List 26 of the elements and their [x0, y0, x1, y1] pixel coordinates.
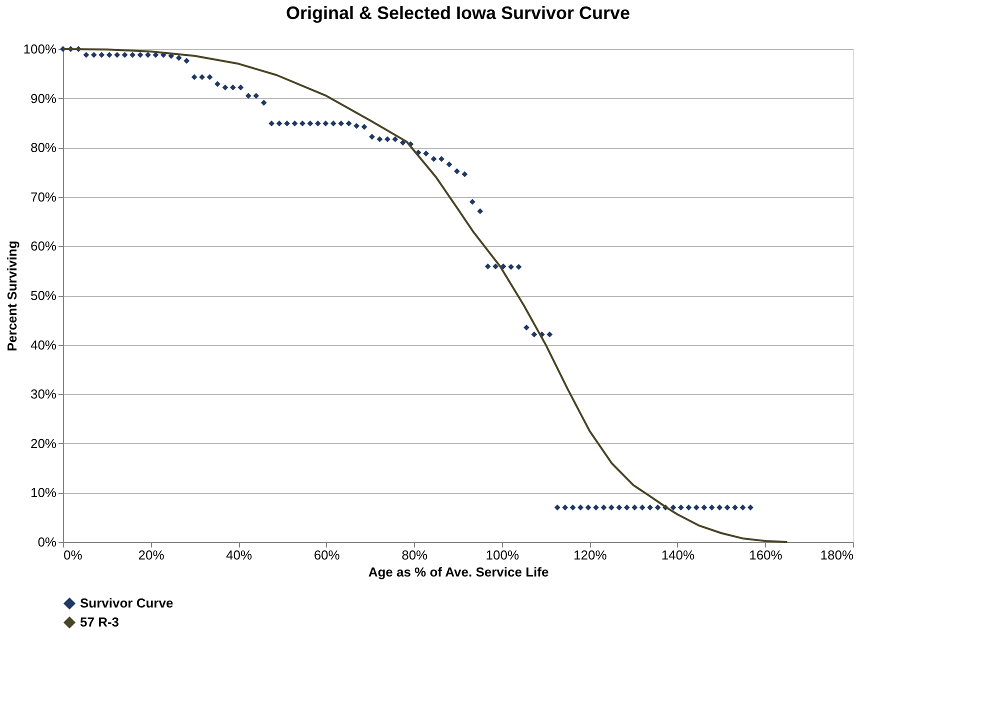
- y-tick-label: 50%: [30, 288, 57, 303]
- x-tick-label: 60%: [314, 548, 340, 562]
- legend-label: Survivor Curve: [80, 596, 174, 610]
- y-tick-label: 90%: [30, 90, 57, 106]
- y-tick-label: 10%: [30, 485, 57, 500]
- x-tick-label: 120%: [574, 548, 608, 562]
- x-tick-label: 40%: [226, 548, 252, 562]
- x-tick-label: 80%: [402, 548, 428, 562]
- y-tick-label: 80%: [30, 140, 57, 156]
- y-tick-label: 30%: [30, 386, 57, 402]
- x-tick-label: 20%: [138, 548, 165, 562]
- y-tick-label: 40%: [30, 337, 57, 352]
- y-tick-label: 70%: [30, 189, 57, 204]
- legend-label: 57 R-3: [80, 614, 120, 630]
- y-tick-label: 20%: [30, 436, 57, 451]
- y-axis-title: Percent Surviving: [4, 240, 20, 352]
- x-tick-label: 100%: [486, 548, 520, 562]
- x-axis-title: Age as % of Ave. Service Life: [368, 564, 549, 580]
- y-tick-label: 0%: [38, 534, 57, 550]
- chart-title: Original & Selected Iowa Survivor Curve: [286, 3, 630, 23]
- y-tick-label: 60%: [30, 238, 57, 254]
- x-tick-label: 180%: [820, 548, 854, 562]
- x-tick-label: 0%: [64, 548, 83, 562]
- x-tick-label: 160%: [749, 548, 783, 562]
- x-tick-label: 140%: [661, 548, 696, 562]
- y-tick-label: 100%: [23, 42, 57, 56]
